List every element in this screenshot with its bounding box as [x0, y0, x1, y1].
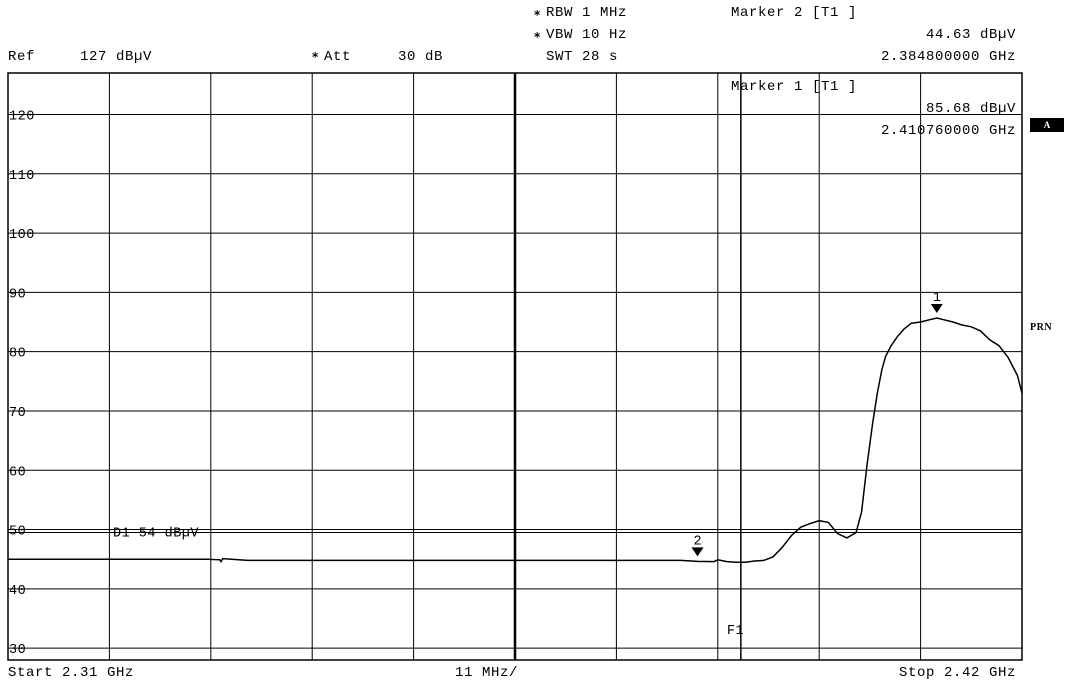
y-tick-label: 100: [9, 228, 35, 243]
prn-label: PRN: [1030, 322, 1053, 333]
span-per-division: 11 MHz/: [455, 665, 519, 681]
sweep-time: SWT 28 s: [546, 49, 619, 65]
start-frequency: Start 2.31 GHz: [8, 665, 135, 681]
marker2-title: Marker 2 [T1 ]: [731, 5, 858, 21]
att-label: Att: [324, 49, 352, 65]
y-tick-label: 60: [9, 465, 26, 480]
marker1-level: 85.68 dBµV: [925, 101, 1016, 117]
frequency-line-label: F1: [727, 624, 744, 639]
att-value: 30 dB: [398, 49, 444, 65]
y-tick-label: 110: [9, 169, 35, 184]
marker2-frequency: 2.384800000 GHz: [880, 49, 1016, 65]
y-tick-label: 40: [9, 584, 26, 599]
marker2-level: 44.63 dBµV: [925, 27, 1016, 43]
marker-2-label: 2: [694, 534, 703, 549]
vbw-setting: VBW 10 Hz: [546, 27, 628, 43]
ref-level-value: 127 dBµV: [80, 49, 153, 65]
y-tick-label: 80: [9, 347, 26, 362]
marker-2-triangle: [691, 547, 704, 557]
rbw-setting: RBW 1 MHz: [546, 5, 628, 21]
y-tick-label: 90: [9, 287, 26, 302]
display-line-label: D1 54 dBµV: [113, 527, 199, 542]
spectrum-trace: [8, 317, 1023, 564]
y-tick-label: 30: [9, 643, 26, 658]
marker-1-triangle: [930, 303, 943, 313]
y-tick-label: 70: [9, 406, 26, 421]
marker1-frequency: 2.410760000 GHz: [880, 123, 1016, 139]
vbw-coupled-asterisk: *: [534, 30, 541, 44]
rbw-coupled-asterisk: *: [534, 8, 541, 22]
marker1-title: Marker 1 [T1 ]: [731, 79, 858, 95]
att-coupled-asterisk: *: [312, 50, 319, 64]
marker-1-label: 1: [933, 291, 942, 306]
ref-label: Ref: [8, 49, 36, 65]
stop-frequency: Stop 2.42 GHz: [898, 665, 1016, 681]
y-tick-label: 120: [9, 110, 35, 125]
trace-a-badge: A: [1030, 118, 1064, 132]
